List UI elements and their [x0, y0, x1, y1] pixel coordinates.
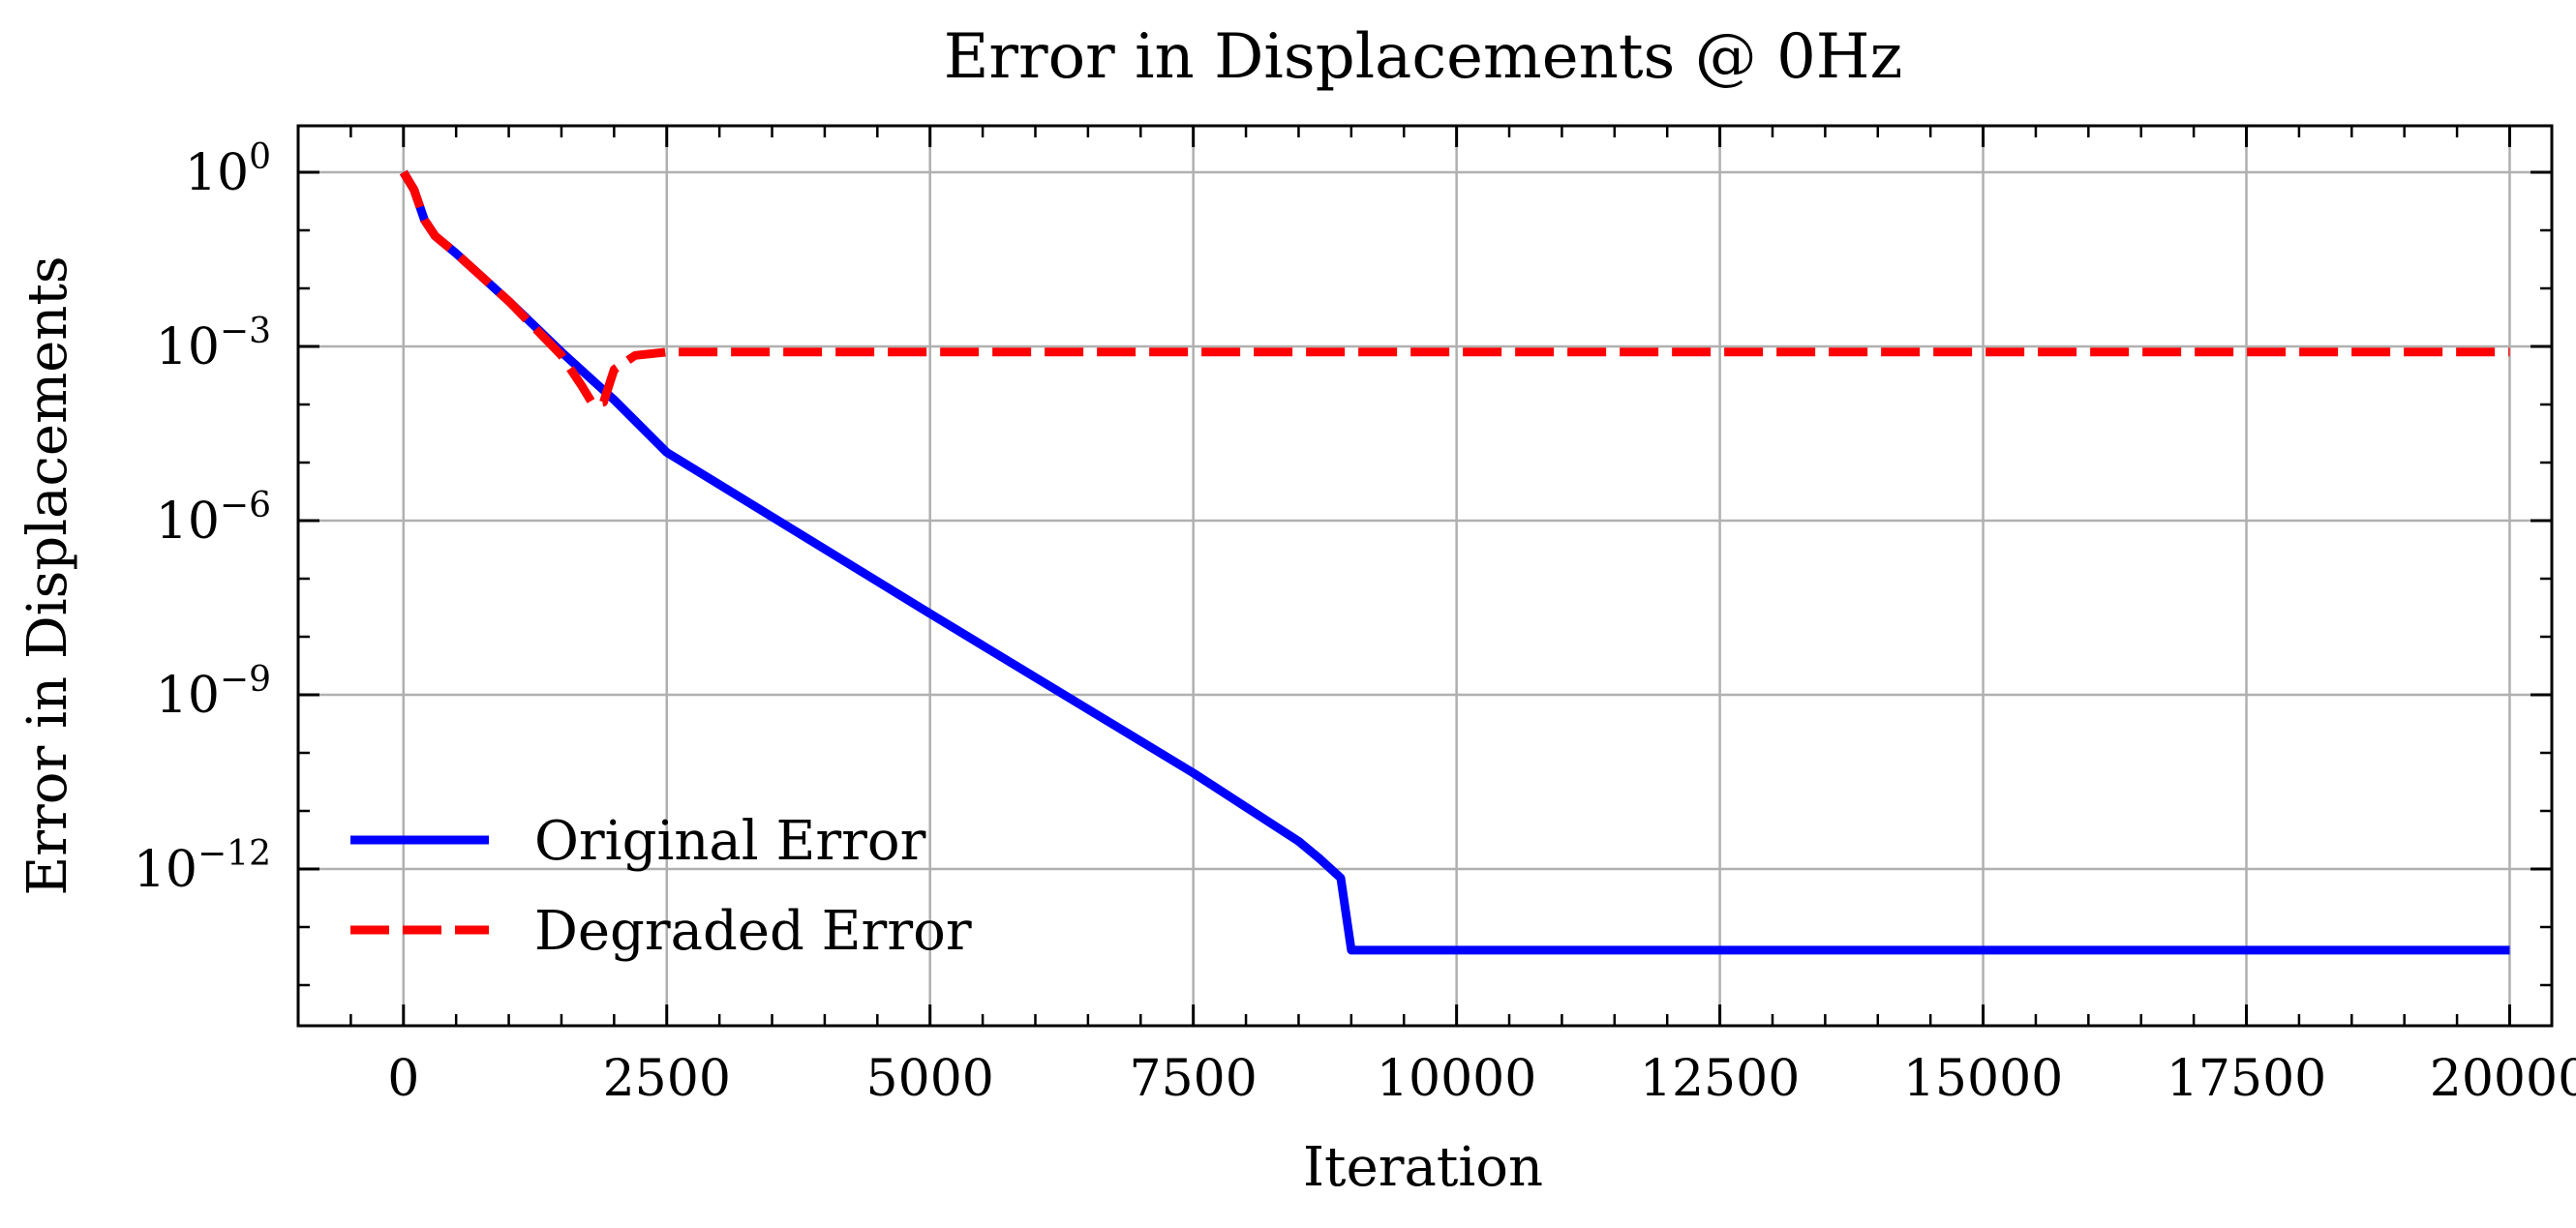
tick-layer — [298, 126, 2552, 1026]
legend-label-degraded-error: Degraded Error — [534, 900, 972, 963]
x-tick-label: 17500 — [2167, 1050, 2326, 1108]
grid-layer — [298, 126, 2552, 1026]
x-tick-label: 0 — [387, 1050, 419, 1108]
x-tick-label: 20000 — [2430, 1050, 2576, 1108]
x-tick-label: 2500 — [603, 1050, 731, 1108]
x-tick-label: 12500 — [1640, 1050, 1800, 1108]
x-tick-label: 5000 — [866, 1050, 994, 1108]
y-tick-label: 10−9 — [156, 660, 271, 725]
y-tick-label: 100 — [185, 137, 271, 202]
x-tick-label: 10000 — [1377, 1050, 1536, 1108]
y-tick-label: 10−12 — [134, 834, 271, 899]
legend: Original Error Degraded Error — [350, 810, 972, 963]
plot-frame — [296, 124, 2554, 1028]
x-tick-label: 7500 — [1130, 1050, 1258, 1108]
x-axis-label: Iteration — [1303, 1136, 1543, 1199]
series-layer — [399, 169, 2510, 955]
legend-label-original-error: Original Error — [534, 810, 926, 873]
y-tick-label: 10−3 — [156, 312, 271, 376]
x-tick-label: 15000 — [1903, 1050, 2063, 1108]
y-axis-label: Error in Displacements — [16, 255, 79, 895]
series-line-degraded-error — [399, 169, 2510, 409]
tick-label-layer: 0 2500 5000 7500 10000 12500 15000 17500 20000 10… — [134, 137, 2576, 1108]
chart-title: Error in Displacements @ 0Hz — [944, 21, 1903, 93]
y-tick-label: 10−6 — [156, 486, 271, 551]
